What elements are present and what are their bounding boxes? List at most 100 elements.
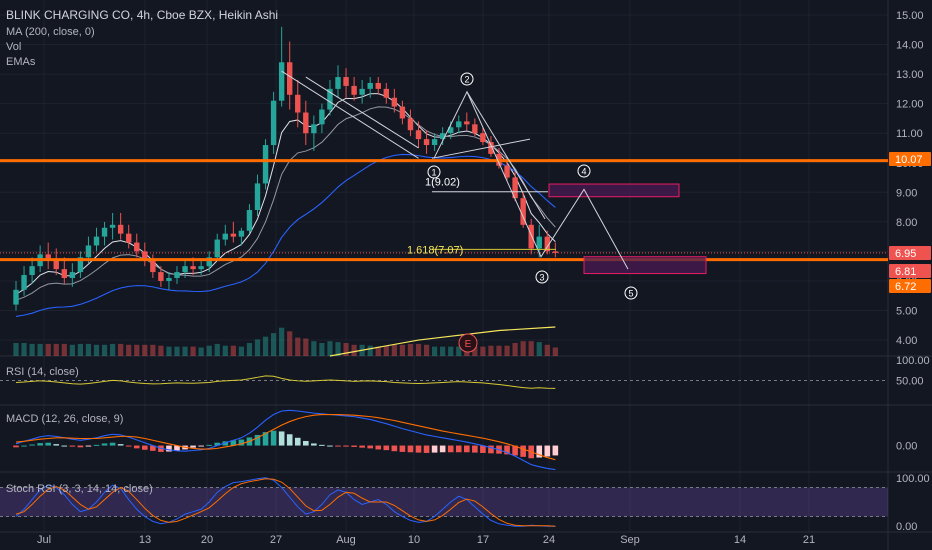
volume-bar (512, 343, 518, 356)
macd-histogram-bar (142, 445, 148, 450)
macd-tick-label: 0.00 (896, 441, 917, 453)
wave-label-circle (577, 164, 591, 178)
volume-bar (496, 345, 502, 356)
volume-bar (287, 331, 293, 356)
candle-body (295, 94, 301, 113)
stoch-d-line (15, 478, 556, 527)
candle-body (134, 242, 140, 252)
candle-body (69, 272, 76, 278)
macd-line (15, 409, 556, 471)
macd-histogram-bar (190, 445, 196, 448)
wave-label: 5 (628, 289, 633, 299)
macd-histogram-bar (85, 445, 92, 447)
price-axis: 4.005.006.007.008.009.0010.0011.0012.001… (889, 10, 931, 533)
volume-bar (198, 347, 204, 356)
volume-bar (311, 341, 317, 356)
price-badge (889, 246, 931, 260)
macd-histogram-bar (238, 439, 245, 446)
volume-bar (351, 344, 357, 356)
candle-body (182, 266, 188, 273)
ema-lines (15, 93, 556, 317)
macd-histogram-bar (383, 445, 390, 451)
wave-label: 4 (581, 167, 586, 177)
macd-histogram-bar (198, 445, 204, 447)
candle-body (214, 239, 220, 258)
macd-histogram-bar (150, 445, 156, 451)
candle-body (270, 100, 277, 146)
volume-bar (45, 343, 51, 356)
volume-bar (335, 342, 341, 356)
candle-body (53, 260, 59, 270)
price-tick-label: 8.00 (896, 217, 917, 229)
candle-body (174, 272, 180, 278)
candle-body (303, 112, 309, 134)
candle-body (343, 77, 349, 86)
macd-histogram-bar (464, 445, 470, 453)
macd-histogram-bar (13, 445, 19, 448)
candle-body (166, 277, 172, 281)
candle-body (222, 233, 228, 240)
volume-bar (37, 343, 43, 356)
volume-bar (118, 343, 124, 356)
candle-body (327, 88, 333, 110)
price-tick-label: 11.00 (896, 128, 923, 140)
macd-histogram-bar (423, 445, 430, 453)
volume-bar (343, 343, 349, 356)
fib-label: 1(9.02) (425, 177, 460, 189)
candle-body (142, 251, 148, 261)
candle-body (29, 266, 35, 276)
macd-histogram-bar (311, 443, 317, 446)
macd-histogram-bar (69, 445, 76, 447)
earnings-marker-label: E (465, 339, 472, 350)
macd-histogram-bar (37, 443, 43, 446)
macd-histogram-bar (552, 445, 559, 456)
candle-body (77, 257, 84, 273)
macd-histogram-bar (109, 442, 116, 446)
macd-histogram-bar (45, 442, 51, 446)
macd-histogram-bar (319, 444, 325, 446)
volume-bar (53, 343, 59, 356)
volume-bar (182, 346, 188, 356)
price-tick-label: 12.00 (896, 99, 924, 111)
time-tick-label: Aug (336, 534, 356, 546)
macd-label: MACD (12, 26, close, 9) (6, 413, 123, 425)
wave-label-circle (535, 270, 549, 284)
volume-bar (101, 344, 108, 356)
macd-histogram-bar (431, 445, 438, 453)
macd-histogram-bar (504, 445, 510, 455)
projection-zone (583, 256, 707, 275)
macd-histogram-bar (270, 430, 277, 446)
volume-bar (319, 343, 325, 356)
wave-label: 1 (431, 168, 436, 178)
macd-histogram-bar (222, 441, 229, 446)
time-tick-label: 24 (543, 534, 555, 546)
ma-200-line (15, 153, 556, 317)
macd-histogram-bar (455, 445, 462, 453)
price-tick-label: 14.00 (896, 40, 924, 52)
macd-histogram-bar (488, 445, 494, 454)
wave-channel-line (466, 91, 546, 220)
macd-histogram-bar (391, 445, 398, 452)
rsi-tick-label: 50.00 (896, 376, 924, 388)
stoch-rsi-label: Stoch RSI (3, 3, 14, 14, close) (6, 483, 153, 495)
macd-histogram-bar (101, 443, 108, 446)
time-tick-label: Jul (37, 534, 51, 546)
stoch-tick-label: 0.00 (896, 521, 917, 533)
volume-bar (271, 333, 277, 356)
earnings-marker (458, 333, 478, 353)
volume-bar (375, 346, 381, 356)
indicator-ma200-label: MA (200, close, 0) (6, 26, 95, 38)
volume-bar (13, 343, 19, 356)
price-overlays: 1(9.02) 1.618(7.07) 1 2 3 4 5 E (0, 70, 888, 353)
candle-body (311, 124, 317, 134)
wave-channel-line (431, 138, 531, 159)
macd-histogram-bar (174, 445, 180, 451)
volume-bar (440, 346, 446, 356)
volume-bar (174, 346, 180, 356)
macd-histogram-bar (93, 444, 100, 446)
volume-bar (142, 344, 148, 356)
elliott-wave-path (433, 90, 629, 270)
rsi-pane (0, 375, 888, 389)
volume-bar (61, 343, 67, 356)
